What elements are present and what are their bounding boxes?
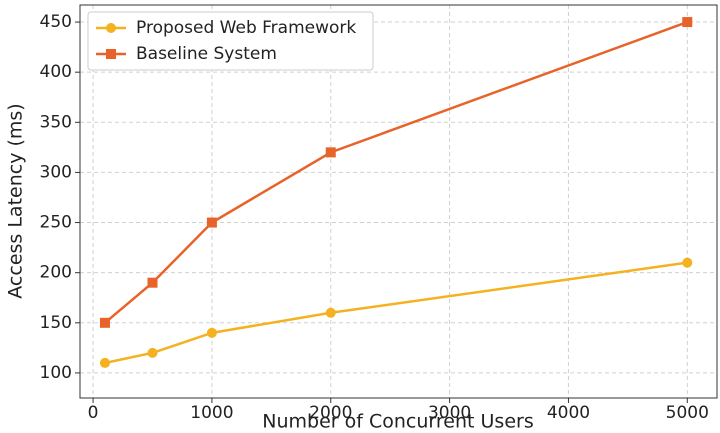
x-tick-label: 3000 xyxy=(428,403,471,423)
y-axis-label: Access Latency (ms) xyxy=(5,103,27,298)
x-tick-label: 2000 xyxy=(309,403,352,423)
marker xyxy=(325,147,336,158)
marker xyxy=(99,357,110,368)
marker xyxy=(325,307,336,318)
marker xyxy=(682,17,693,28)
x-tick-label: 5000 xyxy=(666,403,709,423)
marker xyxy=(206,327,217,338)
marker xyxy=(99,317,110,328)
marker xyxy=(206,217,217,228)
marker xyxy=(106,49,116,59)
x-axis-label: Number of Concurrent Users xyxy=(262,411,533,433)
y-tick-label: 300 xyxy=(40,162,72,182)
x-tick-label: 1000 xyxy=(190,403,233,423)
marker xyxy=(106,23,116,33)
y-tick-label: 250 xyxy=(40,213,72,233)
x-tick-label: 4000 xyxy=(547,403,590,423)
y-tick-label: 400 xyxy=(40,62,72,82)
y-tick-label: 350 xyxy=(40,112,72,132)
plot-frame xyxy=(79,4,718,399)
y-tick-label: 200 xyxy=(40,263,72,283)
y-tick-label: 150 xyxy=(40,313,72,333)
marker xyxy=(147,347,158,358)
series-line xyxy=(104,261,688,365)
y-tick-label: 100 xyxy=(40,363,72,383)
legend-label: Baseline System xyxy=(136,44,277,64)
marker xyxy=(682,257,693,268)
legend-label: Proposed Web Framework xyxy=(136,18,356,38)
y-tick-label: 450 xyxy=(40,12,72,32)
marker xyxy=(147,277,158,288)
legend-box xyxy=(87,11,374,71)
x-tick-label: 0 xyxy=(88,403,99,423)
